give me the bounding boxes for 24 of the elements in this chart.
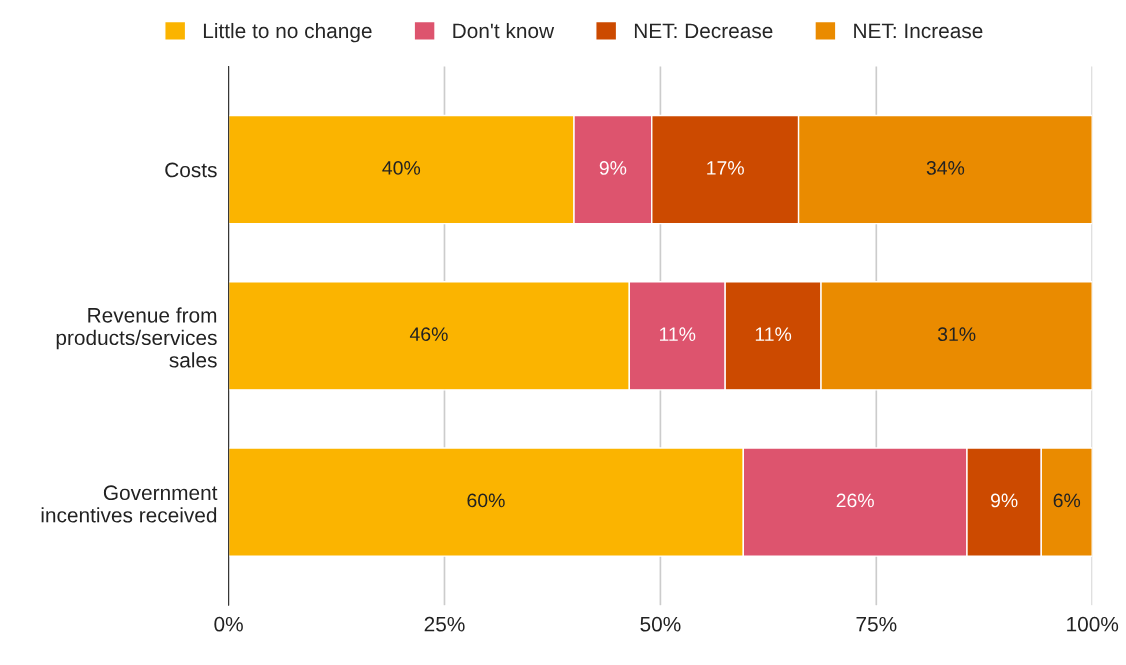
data-label: 26% <box>836 493 874 508</box>
legend-label: NET: Increase <box>854 23 983 39</box>
x-tick-label: 25% <box>424 616 465 632</box>
data-label: 9% <box>599 161 627 175</box>
data-label: 6% <box>1053 493 1081 508</box>
data-label: 40% <box>382 161 421 175</box>
data-label: 11% <box>755 327 792 341</box>
data-label: 9% <box>990 493 1018 508</box>
data-label: 17% <box>707 161 744 175</box>
data-label: 34% <box>926 161 965 175</box>
y-tick-label: Revenue from products/services sales <box>56 307 217 368</box>
data-label: 60% <box>467 493 505 508</box>
x-tick-label: 100% <box>1067 616 1119 632</box>
y-tick-label: Costs <box>165 162 217 178</box>
x-tick-label: 75% <box>856 616 897 632</box>
x-tick-label: 50% <box>640 616 681 632</box>
legend-label: Little to no change <box>203 22 372 43</box>
data-label: 11% <box>659 327 696 341</box>
legend-label: Don't know <box>453 22 555 39</box>
legend-label: NET: Decrease <box>634 23 773 39</box>
data-label: 31% <box>937 327 976 342</box>
data-label: 46% <box>409 327 448 342</box>
y-tick-label: Government incentives received <box>41 485 218 523</box>
x-tick-label: 0% <box>214 616 243 632</box>
